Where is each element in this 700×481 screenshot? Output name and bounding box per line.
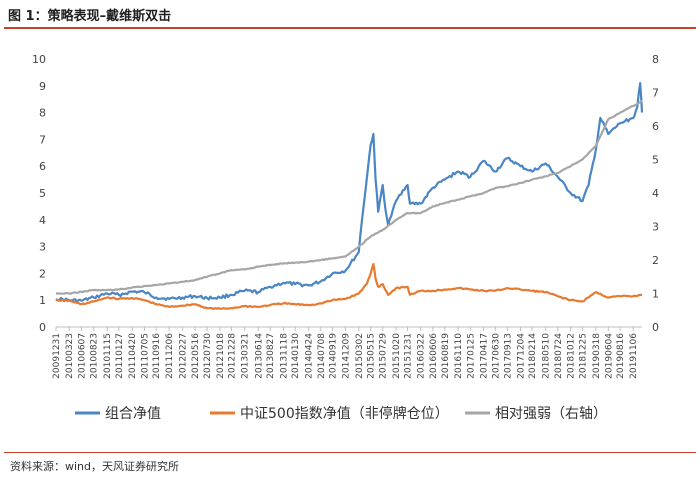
x-tick-label: 20101115 [103, 333, 113, 379]
x-tick-label: 20150515 [367, 333, 377, 379]
x-tick-label: 20140424 [305, 333, 315, 379]
x-tick-label: 20091231 [52, 333, 62, 379]
x-tick-label: 20150302 [355, 333, 365, 379]
y-right-tick-label: 0 [652, 321, 659, 334]
x-tick-label: 20160606 [429, 333, 439, 379]
x-tick-label: 20151020 [392, 333, 402, 379]
x-tick-label: 20140919 [328, 333, 338, 379]
legend-label: 中证500指数净值（非停牌仓位） [240, 405, 449, 422]
x-tick-label: 20141209 [341, 333, 351, 379]
csi500-line [55, 262, 643, 311]
legend-label: 组合净值 [105, 406, 161, 422]
x-tick-label: 20180724 [554, 333, 564, 379]
y-right-tick-label: 3 [652, 221, 659, 234]
x-tick-label: 20190816 [616, 333, 626, 379]
y-left-tick-label: 4 [39, 214, 46, 227]
legend-label: 相对强弱（右轴） [495, 406, 607, 422]
portfolio-line [55, 82, 644, 303]
x-tick-label: 20121018 [216, 333, 226, 379]
y-right-tick-label: 4 [652, 187, 659, 200]
x-tick-label: 20191106 [629, 333, 639, 379]
x-tick-label: 20140130 [291, 333, 301, 379]
x-tick-label: 20160322 [417, 333, 427, 379]
x-tick-label: 20160819 [441, 333, 451, 379]
y-left-tick-label: 8 [39, 107, 46, 120]
x-tick-label: 20140708 [317, 333, 327, 379]
y-left-tick-label: 1 [39, 294, 46, 307]
title-rule [4, 27, 696, 29]
x-tick-label: 20130614 [254, 333, 264, 379]
x-tick-label: 20130827 [266, 333, 276, 379]
x-tick-label: 20120730 [203, 333, 213, 379]
x-tick-label: 20181225 [578, 333, 588, 379]
x-tick-label: 20120227 [178, 333, 188, 379]
x-tick-label: 20110127 [115, 333, 125, 379]
x-tick-label: 20110916 [152, 333, 162, 379]
x-tick-label: 20170125 [466, 333, 476, 379]
legend: 组合净值 中证500指数净值（非停牌仓位） 相对强弱（右轴） [75, 405, 607, 422]
x-tick-label: 20120516 [191, 333, 201, 379]
y-right-tick-label: 2 [652, 254, 659, 267]
source-rule [4, 452, 696, 453]
x-tick-label: 20190318 [592, 333, 602, 379]
y-right-tick-label: 8 [652, 53, 659, 66]
x-tick-label: 20100607 [77, 333, 87, 379]
x-tick-label: 20170913 [503, 333, 513, 379]
x-tick-label: 20180214 [528, 333, 538, 379]
x-tick-label: 20100823 [90, 333, 100, 379]
x-tick-label: 20150729 [379, 333, 389, 379]
x-tick-label: 20130321 [241, 333, 251, 379]
y-left-tick-label: 10 [32, 53, 46, 66]
x-tick-label: 20190604 [604, 333, 614, 379]
y-left-tick-label: 0 [39, 321, 46, 334]
relative-strength-line [55, 99, 643, 295]
series-lines [55, 82, 644, 311]
y-right-tick-label: 5 [652, 154, 659, 167]
y-left-tick-label: 3 [39, 241, 46, 254]
x-tick-label: 20111206 [165, 333, 175, 379]
y-right-tick-label: 7 [652, 87, 659, 100]
x-tick-label: 20110420 [128, 333, 138, 379]
x-tick-label: 20121228 [227, 333, 237, 379]
source-note: 资料来源：wind，天风证券研究所 [10, 460, 180, 473]
x-tick-label: 20151231 [404, 333, 414, 379]
y-left-tick-label: 7 [39, 133, 46, 146]
figure-title: 图 1：策略表现–戴维斯双击 [8, 9, 172, 24]
y-right-tick-label: 6 [652, 120, 659, 133]
x-tick-label: 20100323 [65, 333, 75, 379]
x-tick-label: 20180510 [542, 333, 552, 379]
y-left-tick-label: 6 [39, 160, 46, 173]
y-left-tick-label: 5 [39, 187, 46, 200]
x-tick-label: 20161110 [454, 333, 464, 379]
y-left-tick-label: 2 [39, 267, 46, 280]
x-tick-label: 20170630 [491, 333, 501, 379]
x-tick-label: 20131118 [280, 333, 290, 379]
y-right-tick-label: 1 [652, 288, 659, 301]
x-tick-label: 20181012 [567, 333, 577, 379]
x-tick-label: 20171204 [517, 333, 527, 379]
y-left-tick-label: 9 [39, 80, 46, 93]
x-tick-label: 20110705 [140, 333, 150, 379]
x-tick-label: 20170417 [479, 333, 489, 379]
